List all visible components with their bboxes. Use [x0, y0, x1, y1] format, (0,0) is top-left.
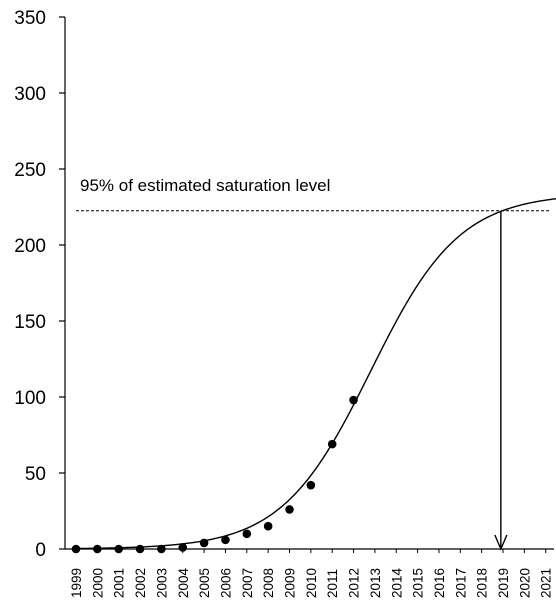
- annotation-label: 95% of estimated saturation level: [80, 176, 330, 195]
- x-ticks: 1999 2000 2001 2002 2003 2004 2005 2006 2007 2008…: [69, 549, 554, 598]
- x-tick-label: 2005: [197, 568, 212, 598]
- data-point: [242, 529, 252, 539]
- x-tick-label: 2000: [90, 568, 105, 598]
- plot-area: 95% of estimated saturation level: [71, 176, 556, 554]
- x-tick-label: 2010: [304, 568, 319, 598]
- data-point: [263, 521, 273, 531]
- data-point: [327, 439, 337, 449]
- y-axis: 0 50 100 150 200 250 300 350: [14, 8, 66, 561]
- y-tick-label: 50: [25, 464, 46, 485]
- y-tick-label: 350: [14, 8, 46, 29]
- x-tick-label: 2008: [261, 568, 276, 598]
- x-tick-label: 2007: [240, 568, 255, 598]
- data-point: [178, 543, 188, 552]
- data-point: [157, 544, 166, 554]
- x-tick-label: 2014: [389, 567, 404, 598]
- data-point: [221, 535, 230, 545]
- x-tick-label: 2018: [475, 568, 490, 598]
- data-point: [71, 544, 81, 554]
- x-tick-label: 2001: [112, 568, 127, 598]
- fitted-curve: [75, 198, 556, 550]
- y-tick-label: 200: [14, 236, 46, 257]
- x-tick-label: 2015: [411, 568, 426, 598]
- x-tick-label: 2002: [133, 568, 148, 598]
- x-tick-label: 2011: [325, 569, 340, 598]
- x-tick-label: 2006: [218, 568, 233, 598]
- x-tick-label: 2021: [539, 568, 554, 598]
- y-tick-label: 100: [14, 388, 46, 409]
- data-point: [93, 544, 102, 554]
- y-tick-label: 150: [14, 312, 46, 333]
- data-point: [114, 544, 123, 554]
- x-tick-label: 2003: [154, 568, 169, 598]
- x-tick-label: 2013: [368, 568, 383, 598]
- y-ticks: 0 50 100 150 200 250 300 350: [14, 8, 65, 561]
- data-point: [349, 395, 358, 405]
- x-axis: 1999 2000 2001 2002 2003 2004 2005 2006 2007 2008…: [65, 548, 554, 598]
- y-tick-label: 250: [14, 160, 46, 181]
- y-tick-label: 300: [14, 84, 46, 105]
- data-point: [306, 480, 316, 490]
- data-point: [285, 505, 294, 514]
- y-tick-label: 0: [35, 540, 46, 561]
- x-tick-label: 2009: [283, 568, 298, 598]
- x-tick-label: 2016: [432, 568, 447, 598]
- x-tick-label: 2020: [517, 568, 532, 598]
- x-tick-label: 2004: [176, 567, 191, 598]
- x-tick-label: 1999: [69, 568, 84, 598]
- data-point: [199, 538, 209, 548]
- x-tick-label: 2017: [453, 568, 468, 598]
- x-tick-label: 2019: [496, 568, 511, 598]
- data-points: [71, 395, 358, 554]
- data-point: [135, 544, 145, 554]
- x-tick-label: 2012: [347, 568, 362, 598]
- arrow-head-icon: [494, 534, 508, 551]
